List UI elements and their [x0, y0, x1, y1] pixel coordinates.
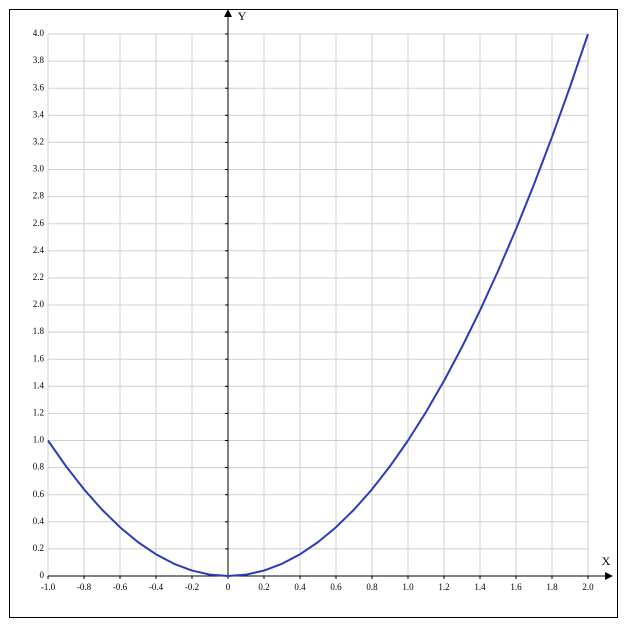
y-tick-label: 4.0: [33, 28, 45, 38]
y-tick-label: 0: [40, 570, 45, 580]
y-tick-label: 3.6: [33, 82, 45, 92]
axes: [47, 9, 613, 580]
y-tick-label: 2.2: [33, 272, 44, 282]
x-tick-label: 0.2: [258, 582, 269, 592]
x-tick-label: -1.0: [41, 582, 56, 592]
x-tick-label: 1.8: [546, 582, 558, 592]
x-tick-label: 1.6: [510, 582, 522, 592]
frame: [9, 9, 618, 618]
x-tick-label: 1.2: [438, 582, 449, 592]
y-tick-label: 3.4: [33, 109, 45, 119]
y-tick-label: 1.8: [33, 326, 45, 336]
x-tick-label: 2.0: [582, 582, 594, 592]
x-tick-label: -0.4: [149, 582, 164, 592]
x-tick-label: 1.0: [402, 582, 414, 592]
x-tick-label: -0.6: [113, 582, 128, 592]
x-axis-label: X: [602, 554, 611, 568]
y-tick-label: 0.2: [33, 543, 44, 553]
y-tick-label: 1.0: [33, 435, 45, 445]
data-line: [47, 33, 589, 577]
x-tick-label: 0.4: [294, 582, 306, 592]
y-tick-label: 3.0: [33, 164, 45, 174]
y-tick-label: 1.4: [33, 380, 45, 390]
y-tick-label: 2.4: [33, 245, 45, 255]
x-tick-label: -0.8: [77, 582, 92, 592]
y-tick-label: 1.6: [33, 353, 45, 363]
y-tick-label: 0.8: [33, 462, 45, 472]
x-tick-label: 0.8: [366, 582, 378, 592]
y-tick-label: 3.2: [33, 136, 44, 146]
x-tick-label: -0.2: [185, 582, 199, 592]
grid: [47, 33, 589, 577]
x-tick-label: 0: [226, 582, 231, 592]
y-axis-label: Y: [238, 9, 247, 23]
y-tick-label: 2.0: [33, 299, 45, 309]
y-tick-label: 2.8: [33, 191, 45, 201]
x-tick-label: 1.4: [474, 582, 486, 592]
y-tick-label: 2.6: [33, 218, 45, 228]
x-tick-label: 0.6: [330, 582, 342, 592]
y-tick-label: 1.2: [33, 407, 44, 417]
y-tick-label: 0.4: [33, 516, 45, 526]
y-tick-label: 0.6: [33, 489, 45, 499]
y-tick-label: 3.8: [33, 55, 45, 65]
